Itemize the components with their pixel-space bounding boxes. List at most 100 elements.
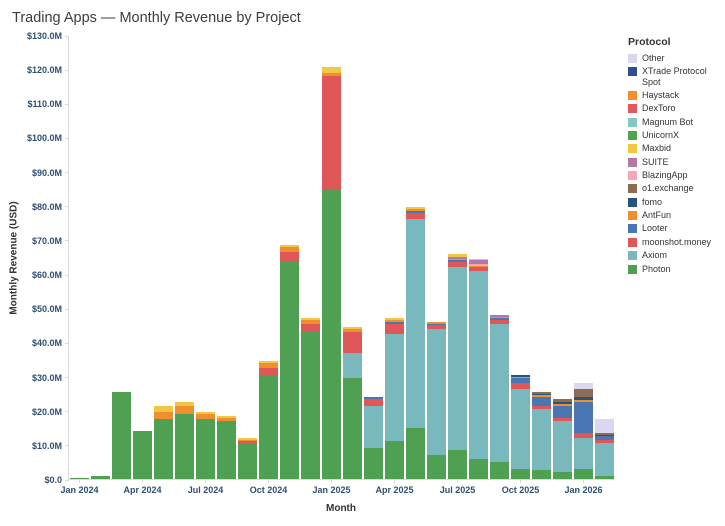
bar-segment <box>595 475 614 479</box>
x-axis-tick <box>394 479 395 483</box>
x-axis-tick <box>79 479 80 483</box>
x-axis-tick <box>268 479 269 483</box>
legend-item: Looter <box>628 223 723 234</box>
y-axis-tick-label: $30.0M <box>31 372 62 383</box>
x-axis-tick <box>583 479 584 483</box>
bar-segment <box>490 315 509 317</box>
y-axis-tick <box>65 35 69 37</box>
legend-swatch-icon <box>628 157 637 167</box>
bar-segment <box>238 443 257 479</box>
legend-item: Haystack <box>628 90 723 101</box>
bar-segment <box>322 76 341 189</box>
y-axis-tick <box>65 69 69 71</box>
bar-segment <box>469 258 488 261</box>
bar-segment <box>490 318 509 321</box>
bar-segment <box>469 270 488 459</box>
bar-segment <box>532 395 551 398</box>
bar-segment <box>595 434 614 436</box>
y-axis-tick <box>65 240 69 242</box>
bar-segment <box>574 388 593 398</box>
legend-item-label: DexToro <box>642 103 676 114</box>
legend-item-label: Haystack <box>642 90 680 101</box>
y-axis-tick <box>65 377 69 379</box>
bar-segment <box>196 419 215 479</box>
legend-swatch-icon <box>628 144 637 154</box>
bar-segment <box>427 328 446 456</box>
legend-item: UnicornX <box>628 130 723 141</box>
bar-segment <box>385 321 404 324</box>
y-axis-tick-label: $40.0M <box>31 338 62 349</box>
legend-item-label: Magnum Bot <box>642 116 694 127</box>
bar-segment <box>574 432 593 439</box>
y-axis-tick-label: $110.0M <box>27 99 62 110</box>
legend-item-label: AntFun <box>642 210 672 221</box>
bar-segment <box>259 362 278 368</box>
bar-segment <box>406 219 425 428</box>
bar-segment <box>259 361 278 363</box>
bar-segment <box>532 405 551 409</box>
bar-segment <box>112 391 131 479</box>
x-axis-tick-label: Apr 2025 <box>375 485 414 495</box>
bar-segment <box>469 265 488 268</box>
legend-item-label: SUITE <box>642 156 669 167</box>
y-axis-tick-label: $0.0 <box>44 475 62 485</box>
bar-segment <box>427 321 446 324</box>
bar-segment <box>511 374 530 377</box>
y-axis-tick <box>65 479 69 481</box>
bar-segment <box>427 323 446 326</box>
y-axis-tick-label: $100.0M <box>26 133 62 144</box>
legend-swatch-icon <box>628 91 637 101</box>
bar-segment <box>553 398 572 403</box>
bar-segment <box>385 323 404 334</box>
legend-swatch-icon <box>628 211 637 221</box>
bar-segment <box>448 449 467 479</box>
y-axis-tick-label: $70.0M <box>31 235 62 246</box>
x-axis-tick <box>331 479 332 483</box>
bar-segment <box>553 417 572 421</box>
bar-segment <box>490 316 509 319</box>
y-axis-tick <box>65 445 69 447</box>
y-axis-tick <box>65 137 69 139</box>
legend-swatch-icon <box>628 184 637 194</box>
bar-segment <box>301 318 320 321</box>
x-axis-tick-label: Jan 2025 <box>312 485 351 495</box>
legend-item-label: Axiom <box>642 250 668 261</box>
legend-swatch-icon <box>628 264 637 274</box>
bar-segment <box>595 419 614 433</box>
bar-segment <box>343 332 362 353</box>
bar-segment <box>91 475 110 479</box>
legend-swatch-icon <box>628 67 637 77</box>
legend-item-label: o1.exchange <box>642 183 694 194</box>
bar-segment <box>280 251 299 263</box>
legend-item: Axiom <box>628 250 723 261</box>
bar-segment <box>448 267 467 450</box>
bar-segment <box>469 263 488 266</box>
bar-segment <box>574 468 593 479</box>
legend-swatch-icon <box>628 54 637 63</box>
y-axis-tick <box>65 308 69 310</box>
bar-segment <box>427 455 446 479</box>
bar-segment <box>322 72 341 76</box>
bar-segment <box>406 209 425 211</box>
bar-segment <box>322 67 341 73</box>
legend-item: XTrade Protocol Spot <box>628 66 723 87</box>
legend-item-label: BlazingApp <box>642 170 688 181</box>
bar-segment <box>364 398 383 406</box>
bar-segment <box>280 262 299 479</box>
legend-item: SUITE <box>628 157 723 167</box>
legend-swatch-icon <box>628 171 637 181</box>
bar-segment <box>238 438 257 440</box>
legend-item: Other <box>628 53 723 63</box>
bar-segment <box>532 409 551 471</box>
bar-segment <box>217 417 236 421</box>
bar-segment <box>238 441 257 444</box>
bar-segment <box>532 393 551 396</box>
x-axis-tick <box>520 479 521 483</box>
bar-segment <box>595 432 614 435</box>
x-axis-tick <box>142 479 143 483</box>
legend-swatch-icon <box>628 251 637 261</box>
y-axis-tick-label: $20.0M <box>31 406 62 417</box>
bar-segment <box>574 438 593 469</box>
x-axis-tick <box>457 479 458 483</box>
